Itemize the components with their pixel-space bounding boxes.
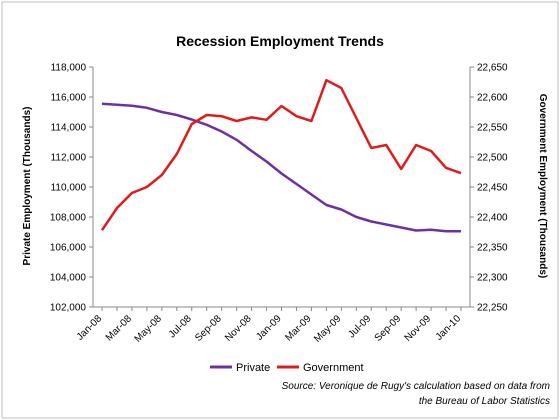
left-axis-title: Private Employment (Thousands) (22, 107, 33, 266)
right-tick-label: 22,300 (477, 273, 508, 284)
left-tick-label: 102,000 (50, 303, 87, 314)
left-tick-label: 116,000 (51, 93, 87, 104)
left-tick-label: 110,000 (51, 183, 87, 194)
legend-private-label: Private (236, 362, 270, 374)
right-tick-label: 22,350 (477, 243, 508, 254)
right-tick-label: 22,650 (477, 63, 508, 74)
legend: Private Government (210, 362, 364, 374)
right-tick-label: 22,450 (477, 183, 508, 194)
right-tick-label: 22,400 (477, 213, 508, 224)
left-tick-label: 106,000 (50, 243, 87, 254)
series-line-private (101, 102, 461, 233)
chart-title: Recession Employment Trends (176, 33, 384, 49)
source-line-2: the Bureau of Labor Statistics (419, 396, 550, 407)
left-tick-label: 108,000 (50, 213, 87, 224)
series-line-government (100, 78, 462, 231)
right-tick-label: 22,550 (477, 123, 508, 134)
left-tick-label: 112,000 (51, 153, 87, 164)
left-tick-label: 118,000 (51, 63, 87, 74)
right-axis-title: Government Employment (Thousands) (537, 94, 548, 278)
right-tick-label: 22,250 (477, 303, 508, 314)
source-line-1: Source: Veronique de Rugy's calculation … (282, 381, 550, 392)
legend-government-label: Government (303, 362, 364, 374)
left-tick-label: 104,000 (50, 273, 87, 284)
series-lines (100, 78, 462, 233)
right-tick-label: 22,500 (477, 153, 508, 164)
right-tick-label: 22,600 (477, 93, 508, 104)
left-tick-label: 114,000 (51, 123, 87, 134)
